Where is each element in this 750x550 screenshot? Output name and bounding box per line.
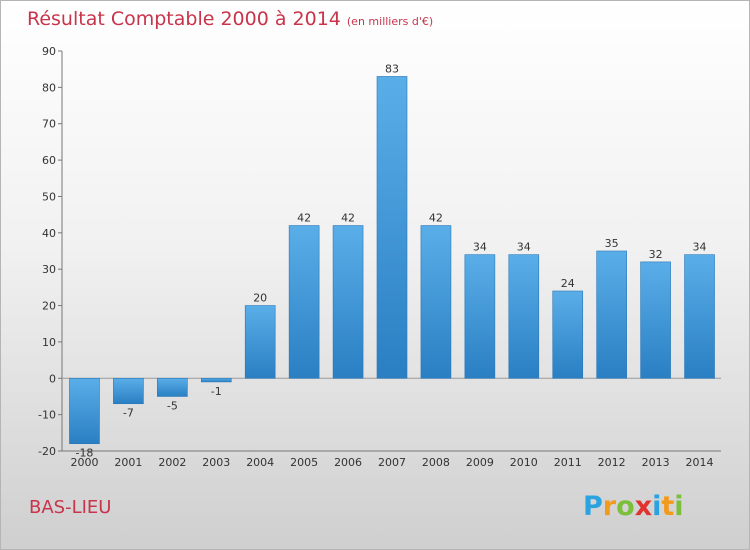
logo-letter: o — [616, 491, 635, 522]
y-tick-label: 60 — [42, 154, 56, 167]
data-label-2004: 20 — [253, 292, 267, 305]
data-label-2001: -7 — [123, 407, 134, 420]
bar-2009[interactable] — [464, 254, 496, 379]
y-tick-label: 80 — [42, 81, 56, 94]
y-tick-label: 30 — [42, 263, 56, 276]
data-label-2003: -1 — [211, 385, 222, 398]
data-label-2012: 35 — [605, 237, 619, 250]
x-tick-label: 2011 — [554, 456, 582, 469]
data-label-2013: 32 — [649, 248, 663, 261]
y-tick-label: 40 — [42, 227, 56, 240]
x-tick-label: 2005 — [290, 456, 318, 469]
chart-subtitle: (en milliers d'€) — [346, 15, 434, 28]
data-label-2011: 24 — [561, 277, 575, 290]
bar-2002[interactable] — [157, 377, 188, 397]
x-tick-label: 2001 — [114, 456, 142, 469]
data-label-2008: 42 — [429, 212, 443, 225]
x-tick-label: 2004 — [246, 456, 274, 469]
bar-2010[interactable] — [508, 254, 540, 379]
commune-name: BAS-LIEU — [29, 497, 112, 518]
y-tick-label: 20 — [42, 300, 56, 313]
bar-2013[interactable] — [640, 261, 671, 379]
bar-2005[interactable] — [288, 225, 320, 379]
logo-letter: x — [634, 491, 653, 522]
x-tick-label: 2000 — [70, 456, 98, 469]
chart-title: Résultat Comptable 2000 à 2014 (en millie… — [27, 8, 433, 30]
bar-2012[interactable] — [596, 250, 627, 379]
x-tick-label: 2007 — [378, 456, 406, 469]
chart-title-text: Résultat Comptable 2000 à 2014 — [27, 8, 341, 30]
x-tick-label: 2012 — [598, 456, 626, 469]
x-tick-label: 2003 — [202, 456, 230, 469]
x-tick-label: 2008 — [422, 456, 450, 469]
y-tick-label: 70 — [42, 118, 56, 131]
data-label-2010: 34 — [517, 241, 531, 254]
x-tick-label: 2013 — [642, 456, 670, 469]
x-tick-label: 2014 — [686, 456, 714, 469]
data-label-2007: 83 — [385, 62, 399, 75]
data-label-2006: 42 — [341, 212, 355, 225]
bar-2007[interactable] — [376, 76, 408, 379]
bar-2014[interactable] — [684, 254, 715, 379]
bar-2003[interactable] — [200, 377, 232, 383]
logo-letter: P — [583, 491, 603, 522]
logo-letter: i — [674, 491, 684, 522]
logo-letter: t — [661, 491, 675, 522]
y-tick-label: 50 — [42, 190, 56, 203]
logo-letter: i — [652, 491, 662, 522]
y-tick-label: 10 — [42, 336, 56, 349]
data-label-2009: 34 — [473, 241, 487, 254]
data-label-2005: 42 — [297, 212, 311, 225]
proxiti-logo[interactable]: Proxiti — [583, 491, 684, 522]
chart-bars: -18 -7 -5 -1 20 42 42 83 42 34 34 24 35 32 34 — [69, 62, 715, 460]
y-tick-label: -20 — [38, 445, 56, 458]
bar-2008[interactable] — [420, 225, 452, 379]
y-tick-label: -10 — [38, 409, 56, 422]
data-label-2014: 34 — [693, 241, 707, 254]
x-tick-label: 2010 — [510, 456, 538, 469]
bar-2000[interactable] — [69, 377, 100, 445]
logo-letter: r — [602, 491, 617, 522]
x-tick-label: 2009 — [466, 456, 494, 469]
bar-2011[interactable] — [552, 290, 584, 379]
x-tick-label: 2006 — [334, 456, 362, 469]
y-tick-label: 90 — [42, 45, 56, 58]
data-label-2002: -5 — [167, 399, 178, 412]
bar-2004[interactable] — [244, 305, 276, 379]
y-tick-label: 0 — [49, 372, 56, 385]
bar-2001[interactable] — [113, 377, 144, 405]
data-label-2000: -18 — [75, 447, 93, 460]
bar-2006[interactable] — [332, 225, 364, 379]
x-tick-label: 2002 — [158, 456, 186, 469]
